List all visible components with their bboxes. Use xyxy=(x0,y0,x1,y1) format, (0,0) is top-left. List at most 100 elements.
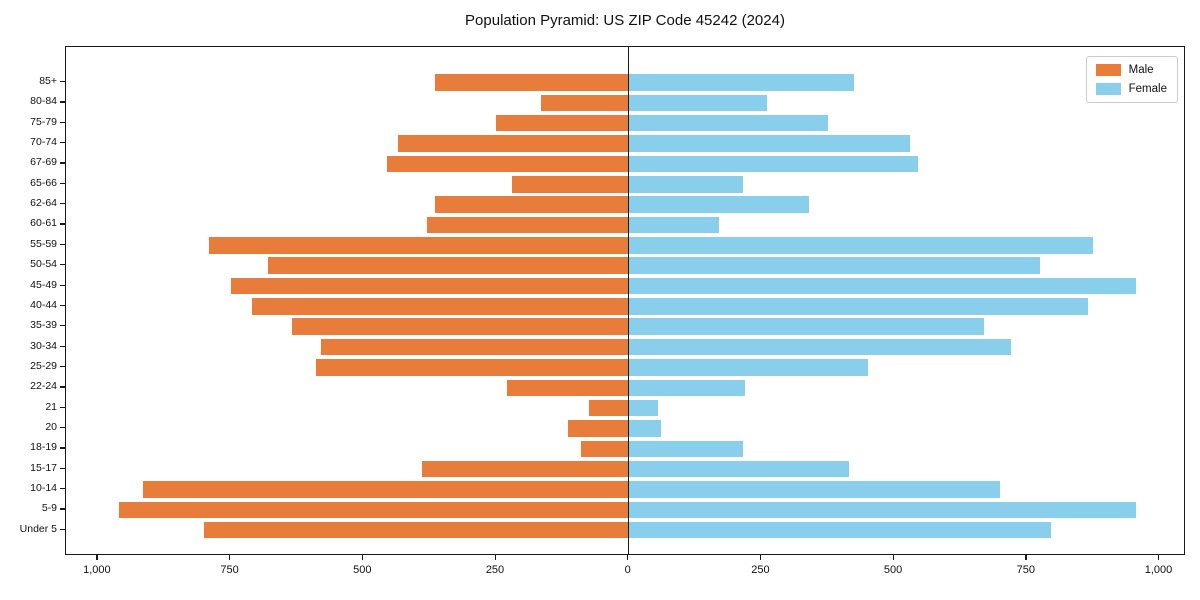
bar-female-70-74 xyxy=(628,135,910,152)
bar-female-60-61 xyxy=(628,216,719,234)
bar-male-5-9 xyxy=(119,501,629,519)
x-tick-label-0: 0 xyxy=(624,564,631,576)
bar-male-35-39 xyxy=(291,318,629,335)
bar-female-30-34 xyxy=(628,338,1011,356)
bar-female-18-19 xyxy=(628,440,743,458)
bar-female-55-59 xyxy=(628,237,1094,254)
bar-male-40-44 xyxy=(251,298,629,315)
bar-female-75-79 xyxy=(628,114,828,132)
bar-male-18-19 xyxy=(580,440,629,458)
y-tick-mark xyxy=(60,365,65,368)
x-tick-label-250: 250 xyxy=(751,564,770,576)
bar-male-25-29 xyxy=(315,359,629,376)
y-tick-label-85+: 85+ xyxy=(39,75,57,87)
y-tick-mark xyxy=(60,467,65,469)
y-tick-label-45-49: 45-49 xyxy=(30,278,57,291)
y-tick-label-5-9: 5-9 xyxy=(41,502,57,515)
y-tick-mark xyxy=(60,223,65,225)
y-tick-label-22-24: 22-24 xyxy=(30,380,57,393)
y-tick-mark xyxy=(60,284,65,286)
y-tick-mark xyxy=(60,345,65,347)
y-tick-mark xyxy=(60,243,65,246)
bar-male-70-74 xyxy=(397,135,629,152)
y-tick-mark xyxy=(60,142,65,144)
y-tick-label-67-69: 67-69 xyxy=(30,156,57,169)
y-tick-label-55-59: 55-59 xyxy=(30,237,57,250)
y-tick-label-50-54: 50-54 xyxy=(30,258,57,271)
bar-female-45-49 xyxy=(628,277,1136,295)
bar-female-35-39 xyxy=(628,318,985,335)
y-tick-label-under-5: Under 5 xyxy=(19,522,57,535)
y-tick-label-21: 21 xyxy=(45,400,57,413)
bar-female-5-9 xyxy=(628,501,1136,519)
bar-female-85+ xyxy=(628,74,855,91)
female-legend-label: Female xyxy=(1128,83,1167,95)
y-tick-label-35-39: 35-39 xyxy=(30,319,57,332)
bar-female-10-14 xyxy=(628,481,1001,498)
x-tick-mark xyxy=(892,555,894,560)
bar-male-under-5 xyxy=(204,521,629,539)
bar-male-20 xyxy=(567,420,629,437)
y-tick-mark xyxy=(60,203,65,205)
male-legend-label: Male xyxy=(1128,64,1154,76)
y-tick-mark xyxy=(60,162,65,164)
y-tick-mark xyxy=(60,508,65,510)
bar-female-50-54 xyxy=(628,257,1041,274)
plot-area: Male Female xyxy=(65,46,1185,555)
y-tick-mark xyxy=(60,528,65,530)
x-tick-mark xyxy=(229,555,231,560)
y-tick-label-20: 20 xyxy=(45,420,57,433)
bar-female-67-69 xyxy=(628,155,918,173)
bar-male-85+ xyxy=(434,74,629,91)
bar-male-10-14 xyxy=(143,481,629,498)
x-tick-label-750: 750 xyxy=(220,564,239,576)
bar-male-22-24 xyxy=(506,379,629,396)
y-tick-label-80-84: 80-84 xyxy=(30,95,57,108)
y-tick-mark xyxy=(60,325,65,327)
bar-female-under-5 xyxy=(628,521,1051,539)
bar-male-60-61 xyxy=(426,216,629,234)
bar-male-45-49 xyxy=(230,277,629,295)
zero-axis-line xyxy=(627,47,630,554)
x-tick-label-1000: 1,000 xyxy=(1144,564,1173,576)
bar-male-67-69 xyxy=(387,155,629,173)
y-tick-mark xyxy=(60,386,65,388)
y-tick-mark xyxy=(60,182,65,185)
bar-male-21 xyxy=(588,399,629,417)
y-tick-label-18-19: 18-19 xyxy=(30,441,57,454)
bar-male-55-59 xyxy=(209,237,629,254)
y-tick-mark xyxy=(60,406,65,408)
y-tick-label-30-34: 30-34 xyxy=(30,339,57,352)
y-tick-mark xyxy=(60,304,65,307)
y-tick-label-60-61: 60-61 xyxy=(30,217,57,230)
y-tick-label-15-17: 15-17 xyxy=(30,461,57,474)
x-tick-mark xyxy=(627,555,629,560)
y-tick-mark xyxy=(60,447,65,449)
y-tick-mark xyxy=(60,426,65,429)
bar-male-80-84 xyxy=(541,94,629,112)
male-legend-swatch xyxy=(1095,64,1121,76)
y-tick-label-10-14: 10-14 xyxy=(30,482,57,494)
bar-male-65-66 xyxy=(511,176,629,193)
x-tick-mark xyxy=(1158,555,1160,560)
bar-female-40-44 xyxy=(628,298,1088,315)
y-tick-label-25-29: 25-29 xyxy=(30,359,57,372)
y-tick-label-75-79: 75-79 xyxy=(30,115,57,128)
bar-female-25-29 xyxy=(628,359,868,376)
bar-female-62-64 xyxy=(628,196,810,213)
y-tick-mark xyxy=(60,101,65,103)
x-tick-label-250: 250 xyxy=(485,564,505,576)
x-tick-mark xyxy=(96,555,98,560)
bar-female-20 xyxy=(628,420,661,437)
x-tick-label-750: 750 xyxy=(1016,564,1035,576)
legend-item-female: Female xyxy=(1095,83,1167,95)
bar-female-21 xyxy=(628,399,658,417)
bar-male-75-79 xyxy=(496,114,629,132)
y-tick-mark xyxy=(60,264,65,266)
x-tick-mark xyxy=(1025,555,1027,560)
y-tick-label-65-66: 65-66 xyxy=(30,176,57,189)
x-tick-mark xyxy=(361,555,364,560)
x-tick-label-500: 500 xyxy=(883,564,903,576)
bar-female-65-66 xyxy=(628,176,743,193)
